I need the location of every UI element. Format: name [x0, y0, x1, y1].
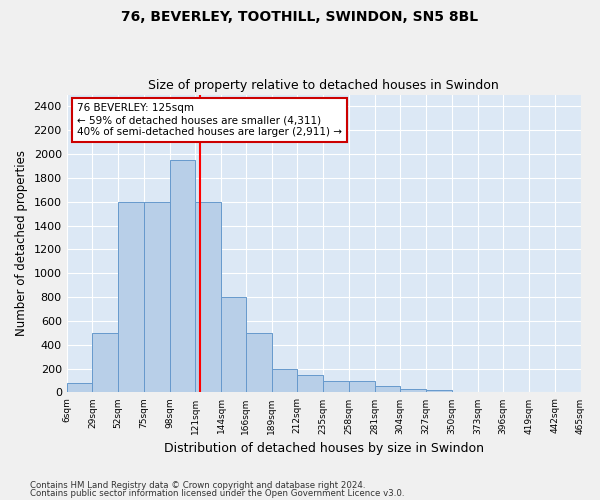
Bar	[170, 160, 196, 392]
Bar	[426, 390, 452, 392]
Title: Size of property relative to detached houses in Swindon: Size of property relative to detached ho…	[148, 79, 499, 92]
Bar	[349, 380, 374, 392]
Bar	[374, 386, 400, 392]
Bar	[144, 202, 170, 392]
Bar	[323, 380, 349, 392]
Bar	[297, 374, 323, 392]
Bar	[92, 333, 118, 392]
Bar	[400, 389, 426, 392]
Text: Contains HM Land Registry data © Crown copyright and database right 2024.: Contains HM Land Registry data © Crown c…	[30, 481, 365, 490]
Bar	[272, 368, 297, 392]
Text: Contains public sector information licensed under the Open Government Licence v3: Contains public sector information licen…	[30, 488, 404, 498]
Bar	[221, 297, 246, 392]
Y-axis label: Number of detached properties: Number of detached properties	[15, 150, 28, 336]
Text: 76, BEVERLEY, TOOTHILL, SWINDON, SN5 8BL: 76, BEVERLEY, TOOTHILL, SWINDON, SN5 8BL	[121, 10, 479, 24]
Bar	[118, 202, 144, 392]
Bar	[246, 333, 272, 392]
Bar	[196, 202, 221, 392]
X-axis label: Distribution of detached houses by size in Swindon: Distribution of detached houses by size …	[164, 442, 484, 455]
Text: 76 BEVERLEY: 125sqm
← 59% of detached houses are smaller (4,311)
40% of semi-det: 76 BEVERLEY: 125sqm ← 59% of detached ho…	[77, 104, 342, 136]
Bar	[67, 384, 92, 392]
